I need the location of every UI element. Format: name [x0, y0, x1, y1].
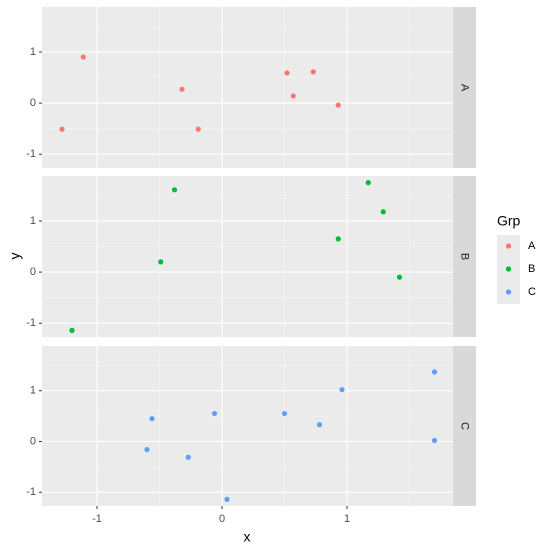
point — [80, 54, 86, 60]
point — [335, 236, 341, 242]
point — [396, 274, 403, 280]
point — [179, 86, 185, 92]
strip-background — [453, 346, 476, 506]
y-tick-label: 0 — [30, 266, 36, 278]
point — [335, 102, 341, 108]
legend-label: C — [528, 286, 536, 298]
panel-background — [42, 346, 453, 506]
y-tick-label: -1 — [26, 148, 36, 160]
point — [185, 454, 191, 460]
point — [149, 416, 155, 422]
legend-label: A — [528, 240, 536, 252]
strip-background — [453, 176, 476, 337]
y-tick-label: 1 — [30, 385, 36, 397]
y-axis-title: y — [7, 253, 23, 260]
legend-label: B — [528, 263, 535, 275]
point — [224, 496, 230, 502]
y-tick-label: -1 — [26, 317, 36, 329]
point — [144, 447, 150, 453]
point — [290, 93, 296, 99]
strip-label: B — [459, 253, 471, 260]
legend-marker — [505, 289, 512, 295]
strip-label: C — [459, 422, 471, 430]
point — [195, 126, 201, 132]
y-tick-label: 0 — [30, 97, 36, 109]
point — [431, 437, 438, 444]
point — [284, 70, 290, 76]
point — [158, 259, 164, 265]
y-tick-label: 1 — [30, 46, 36, 58]
point — [365, 180, 371, 186]
x-tick-label: 0 — [219, 513, 225, 525]
point — [59, 126, 65, 132]
point — [69, 327, 75, 333]
x-tick-label: -1 — [92, 513, 102, 525]
point — [171, 187, 178, 193]
x-tick-label: 1 — [344, 513, 350, 525]
point — [339, 387, 345, 393]
y-tick-label: 0 — [30, 435, 36, 447]
legend-title: Grp — [497, 213, 521, 229]
point — [380, 209, 386, 215]
panel-background — [42, 176, 453, 337]
legend-marker — [505, 243, 512, 249]
point — [316, 422, 323, 428]
panel-background — [42, 7, 453, 168]
strip-background — [453, 7, 476, 168]
strip-label: A — [459, 84, 471, 92]
point — [211, 410, 218, 417]
point — [310, 69, 316, 75]
y-tick-label: -1 — [26, 486, 36, 498]
legend-marker — [505, 266, 512, 272]
point — [281, 410, 288, 417]
y-tick-label: 1 — [30, 215, 36, 227]
point — [431, 369, 438, 375]
x-axis-title: x — [244, 529, 251, 545]
